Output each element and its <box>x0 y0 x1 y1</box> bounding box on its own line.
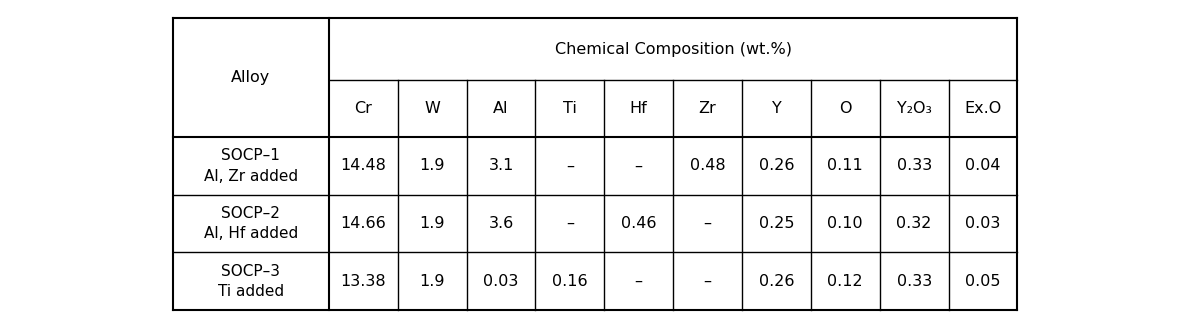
Text: 0.26: 0.26 <box>759 159 794 173</box>
Text: SOCP–1
Al, Zr added: SOCP–1 Al, Zr added <box>203 148 298 184</box>
Text: 0.03: 0.03 <box>965 216 1001 231</box>
Text: Al: Al <box>493 101 509 116</box>
Text: 0.46: 0.46 <box>621 216 657 231</box>
Text: –: – <box>566 216 574 231</box>
Text: 0.11: 0.11 <box>827 159 863 173</box>
Text: 0.12: 0.12 <box>827 274 863 289</box>
Text: 0.03: 0.03 <box>483 274 519 289</box>
Text: Chemical Composition (wt.%): Chemical Composition (wt.%) <box>555 42 791 57</box>
Text: 0.10: 0.10 <box>827 216 863 231</box>
Text: Hf: Hf <box>630 101 647 116</box>
Text: SOCP–3
Ti added: SOCP–3 Ti added <box>218 264 283 299</box>
Text: 1.9: 1.9 <box>419 274 445 289</box>
Text: O: O <box>839 101 852 116</box>
Text: –: – <box>634 159 643 173</box>
Text: 1.9: 1.9 <box>419 159 445 173</box>
Text: 0.25: 0.25 <box>759 216 794 231</box>
Text: Ex.O: Ex.O <box>964 101 1002 116</box>
Text: 3.6: 3.6 <box>488 216 514 231</box>
Text: 0.48: 0.48 <box>690 159 726 173</box>
Text: 0.26: 0.26 <box>759 274 794 289</box>
Text: 0.33: 0.33 <box>896 159 932 173</box>
Text: –: – <box>703 216 712 231</box>
Text: 14.48: 14.48 <box>340 159 387 173</box>
Text: –: – <box>566 159 574 173</box>
Text: 1.9: 1.9 <box>419 216 445 231</box>
Text: SOCP–2
Al, Hf added: SOCP–2 Al, Hf added <box>203 206 298 241</box>
Text: 13.38: 13.38 <box>340 274 386 289</box>
Text: –: – <box>703 274 712 289</box>
Text: 14.66: 14.66 <box>340 216 387 231</box>
Text: Cr: Cr <box>355 101 372 116</box>
Text: Y: Y <box>771 101 782 116</box>
Text: –: – <box>634 274 643 289</box>
Text: 3.1: 3.1 <box>488 159 514 173</box>
Text: Ti: Ti <box>563 101 577 116</box>
Text: Zr: Zr <box>699 101 716 116</box>
Text: 0.33: 0.33 <box>896 274 932 289</box>
Text: W: W <box>424 101 440 116</box>
Text: Alloy: Alloy <box>231 70 270 85</box>
Text: Y₂O₃: Y₂O₃ <box>896 101 932 116</box>
Text: 0.16: 0.16 <box>552 274 588 289</box>
Text: 0.32: 0.32 <box>896 216 932 231</box>
Text: 0.05: 0.05 <box>965 274 1001 289</box>
Text: 0.04: 0.04 <box>965 159 1001 173</box>
